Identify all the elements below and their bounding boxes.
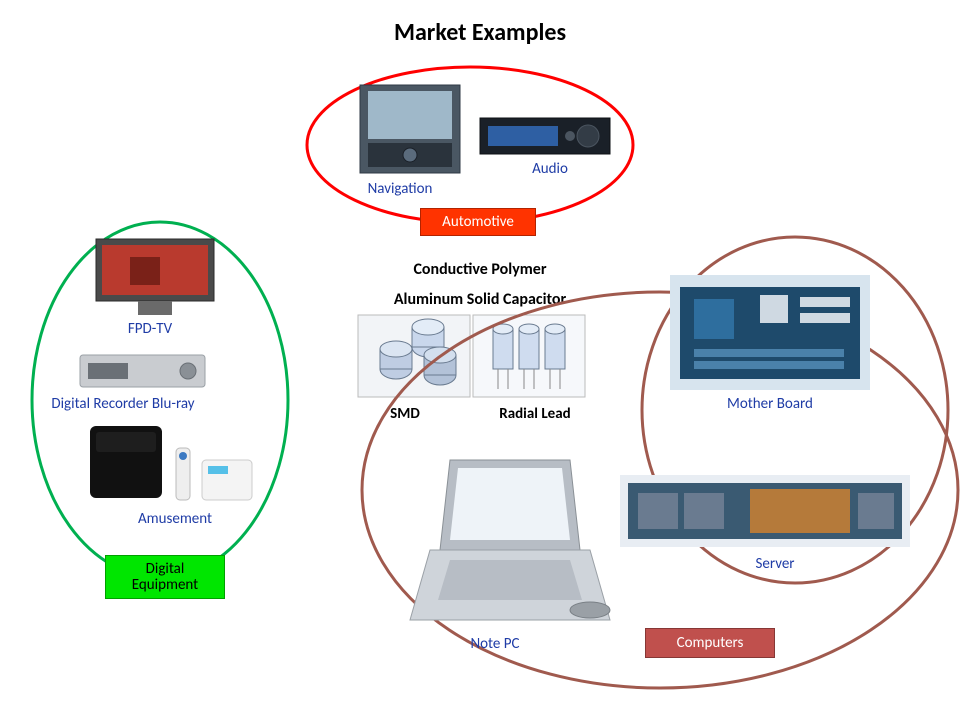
digital-badge-line1: Digital [146, 560, 185, 578]
notepc-label: Note PC [445, 635, 545, 653]
notepc-image [410, 460, 610, 625]
fpdtv-label: FPD-TV [105, 320, 195, 338]
navigation-image [360, 85, 460, 173]
computers-badge: Computers [645, 628, 775, 658]
audio-label: Audio [510, 160, 590, 178]
center-line1: Conductive Polymer [340, 260, 620, 279]
page-title: Market Examples [0, 18, 960, 47]
motherboard-label: Mother Board [700, 395, 840, 413]
navigation-label: Navigation [350, 180, 450, 198]
digital-badge-line2: Equipment [132, 576, 198, 594]
amusement-image [90, 420, 260, 505]
recorder-image [80, 355, 205, 387]
digital-badge: Digital Equipment [105, 555, 225, 599]
amusement-label: Amusement [115, 510, 235, 528]
audio-image [480, 118, 610, 154]
server-label: Server [730, 555, 820, 573]
server-image [620, 475, 910, 547]
automotive-badge: Automotive [420, 208, 536, 236]
fpdtv-image [90, 235, 220, 317]
recorder-label: Digital Recorder Blu-ray [18, 395, 228, 413]
motherboard-image [670, 275, 870, 390]
